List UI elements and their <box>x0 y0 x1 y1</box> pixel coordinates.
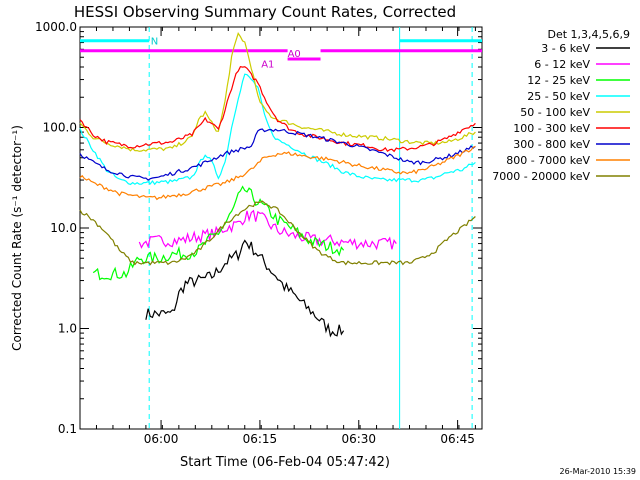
legend: 3 - 6 keV 6 - 12 keV 12 - 25 keV 25 - 50 ke… <box>492 42 630 183</box>
series-line-6-12keV <box>138 209 397 251</box>
series-line-800-7000keV <box>79 145 476 201</box>
x-tick-label: 06:45 <box>440 432 475 446</box>
y-tick-label: 0.1 <box>58 422 77 436</box>
x-tick-label: 06:00 <box>144 432 179 446</box>
legend-label: 25 - 50 keV <box>527 90 590 103</box>
plot-area: 0.1 1.0 10.0 100.0 1000.0 06:00 06:15 06:30 06:4… <box>35 20 483 446</box>
y-tick-label: 1000.0 <box>35 20 77 34</box>
legend-header: Det 1,3,4,5,6,9 <box>547 28 630 41</box>
annotation-label: N <box>151 37 158 48</box>
legend-label: 3 - 6 keV <box>541 42 590 55</box>
y-tick-label: 1.0 <box>58 322 77 336</box>
series-line-25-50keV <box>79 73 476 186</box>
series-line-100-300keV <box>79 66 476 153</box>
legend-label: 300 - 800 keV <box>513 138 590 151</box>
chart-title: HESSI Observing Summary Count Rates, Cor… <box>74 3 456 21</box>
series-line-7000-20000keV <box>79 200 476 266</box>
x-tick-label: 06:30 <box>341 432 376 446</box>
series-line-12-25keV <box>92 185 345 281</box>
y-tick-label: 100.0 <box>43 121 77 135</box>
legend-label: 100 - 300 keV <box>513 122 590 135</box>
y-axis-label: Corrected Count Rate (s⁻¹ detector⁻¹) <box>10 125 24 351</box>
x-axis-label: Start Time (06-Feb-04 05:47:42) <box>180 455 390 470</box>
legend-label: 7000 - 20000 keV <box>492 170 590 183</box>
footer-timestamp: 26-Mar-2010 15:39 <box>560 467 637 476</box>
annotation-label: A0 <box>288 49 301 60</box>
legend-label: 800 - 7000 keV <box>506 154 590 167</box>
legend-label: 50 - 100 keV <box>520 106 590 119</box>
legend-label: 12 - 25 keV <box>527 74 590 87</box>
legend-label: 6 - 12 keV <box>534 58 590 71</box>
series-line-50-100keV <box>79 32 476 152</box>
series-line-3-6keV <box>145 239 345 338</box>
annotation-label: A1 <box>261 59 274 70</box>
series-line-300-800keV <box>79 128 476 181</box>
y-tick-label: 10.0 <box>50 221 77 235</box>
x-tick-label: 06:15 <box>243 432 278 446</box>
plot-frame <box>79 26 483 430</box>
